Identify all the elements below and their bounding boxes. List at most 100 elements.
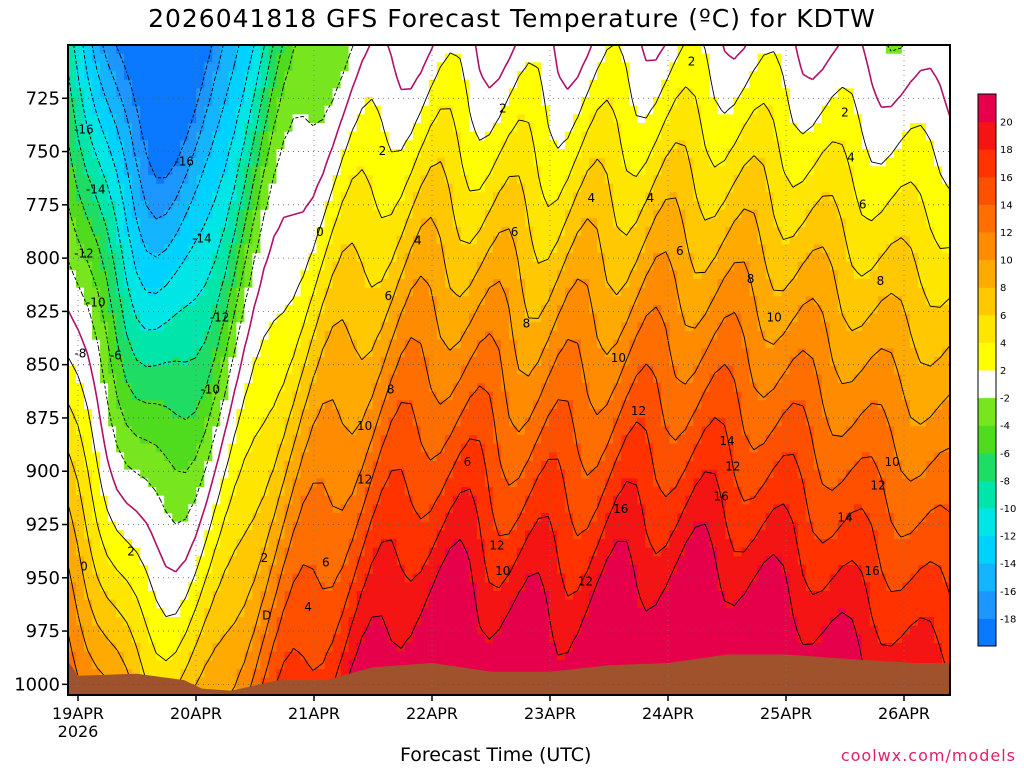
contour-label: 2 <box>261 551 269 565</box>
colorbar-tick-label: 2 <box>1000 366 1006 377</box>
colorbar-swatch <box>978 425 996 454</box>
colorbar-tick-label: -2 <box>1000 394 1010 405</box>
colorbar-swatch <box>978 452 996 481</box>
contour-label: -16 <box>74 123 94 137</box>
colorbar-swatch <box>978 342 996 371</box>
colorbar-tick-label: -16 <box>1000 587 1016 598</box>
contour--12 <box>82 45 255 294</box>
contour--18 <box>115 45 213 179</box>
contour-4 <box>68 86 950 662</box>
colorbar-swatch <box>978 480 996 509</box>
contour-label: 12 <box>578 575 593 589</box>
colorbar-swatch <box>978 508 996 537</box>
contour-labels: -16 -14 -12 -10 -8 -6 -16 -14 -12 -10 0 2 0 2 4 6 D 2 4 6 8 1… <box>74 55 900 623</box>
colorbar-swatch <box>978 590 996 619</box>
contour-label: 10 <box>357 419 372 433</box>
colorbar-swatch <box>978 121 996 150</box>
contour-label: 4 <box>847 151 855 165</box>
colorbar-tick-label: -12 <box>1000 532 1016 543</box>
contour-0 <box>68 45 950 573</box>
contour-label: 12 <box>870 479 885 493</box>
contour-label: 6 <box>676 244 684 258</box>
contour-label: 4 <box>304 600 312 614</box>
contour-label: 12 <box>489 538 504 552</box>
x-axis-label: Forecast Time (UTC) <box>400 744 592 766</box>
colorbar-tick-label: 8 <box>1000 283 1006 294</box>
contour-label: -8 <box>74 347 86 361</box>
contour-label: 10 <box>767 310 782 324</box>
colorbar-swatch <box>978 176 996 205</box>
colorbar-swatch <box>978 314 996 343</box>
colorbar-tick-label: -18 <box>1000 614 1016 625</box>
contour-label: 14 <box>837 511 852 525</box>
x-tick-label: 24APR <box>642 704 694 723</box>
contour-label: -12 <box>74 246 94 260</box>
colorbar-tick-label: 20 <box>1000 118 1013 129</box>
x-tick-label: 23APR <box>524 704 576 723</box>
colorbar-swatch <box>978 94 996 123</box>
colorbar-tick-label: 6 <box>1000 311 1006 322</box>
colorbar-tick-label: 12 <box>1000 228 1013 239</box>
terrain-surface <box>68 654 950 695</box>
colorbar-frame <box>977 93 997 647</box>
colorbar-swatch <box>978 149 996 178</box>
colorbar-legend: -18 -16 -14 -12 -10 -8 -6 -4 -2 2 4 6 8 10 12 14 16 18 20 <box>977 93 1016 647</box>
colorbar-tick-label: -6 <box>1000 449 1010 460</box>
colorbar-swatch <box>978 287 996 316</box>
colorbar-swatch <box>978 397 996 426</box>
x-tick-label: 20APR <box>170 704 222 723</box>
colorbar-tick-label: 4 <box>1000 338 1006 349</box>
contour-label: -16 <box>174 155 194 169</box>
contour-label: 10 <box>495 564 510 578</box>
x-tick-label: 26APR <box>878 704 930 723</box>
y-tick-label: 800 <box>26 248 60 269</box>
contour-label: -10 <box>200 383 220 397</box>
contour-label: 2 <box>688 55 696 69</box>
contour-label: 8 <box>747 272 755 286</box>
y-tick-label: 725 <box>26 88 60 109</box>
y-tick-label: 950 <box>26 568 60 589</box>
contour-label: 16 <box>713 489 728 503</box>
contour--16 <box>102 45 224 220</box>
contour-14 <box>259 363 950 695</box>
contour-label: 2 <box>499 101 507 115</box>
x-tick-label: 25APR <box>760 704 812 723</box>
contour-label: 4 <box>414 234 422 248</box>
y-tick-label: 975 <box>26 621 60 642</box>
contour-label: 6 <box>464 455 472 469</box>
contour-label: 12 <box>357 472 372 486</box>
colorbar-tick-label: 16 <box>1000 173 1013 184</box>
plot-frame <box>67 44 951 696</box>
colorbar-tick-label: 10 <box>1000 256 1013 267</box>
contour-label: -12 <box>210 310 230 324</box>
colorbar-swatch <box>978 259 996 288</box>
terrain-mask <box>68 654 950 695</box>
contour-label: 6 <box>384 289 392 303</box>
y-tick-label: 825 <box>26 301 60 322</box>
x-tick-label: 22APR <box>406 704 458 723</box>
contour-label: 8 <box>877 274 885 288</box>
y-tick-label: 775 <box>26 195 60 216</box>
x-axis: 19APR 20APR 21APR 22APR 23APR 24APR 25APR 26APR… <box>52 695 930 741</box>
colorbar-tick-label: -8 <box>1000 476 1010 487</box>
credit-link[interactable]: coolwx.com/models <box>840 746 1016 765</box>
contour--10 <box>73 45 265 331</box>
colorbar-tick-label: 14 <box>1000 200 1013 211</box>
y-tick-label: 925 <box>26 515 60 536</box>
contour-label: -10 <box>86 295 106 309</box>
colorbar-swatch <box>978 618 996 647</box>
contour--8 <box>68 45 274 368</box>
x-year-label: 2026 <box>58 722 99 741</box>
contour-label: 2 <box>379 144 387 158</box>
contour-label: 2 <box>841 106 849 120</box>
contour-label: 8 <box>387 383 395 397</box>
colorbar-tick-label: -4 <box>1000 421 1010 432</box>
colorbar-tick-label: -10 <box>1000 504 1016 515</box>
x-tick-label: 19APR <box>52 704 104 723</box>
contour-label: 10 <box>885 455 900 469</box>
contour-label: 12 <box>725 460 740 474</box>
x-tick-label: 21APR <box>288 704 340 723</box>
contour-label: 6 <box>859 197 867 211</box>
contour-label: 4 <box>587 191 595 205</box>
